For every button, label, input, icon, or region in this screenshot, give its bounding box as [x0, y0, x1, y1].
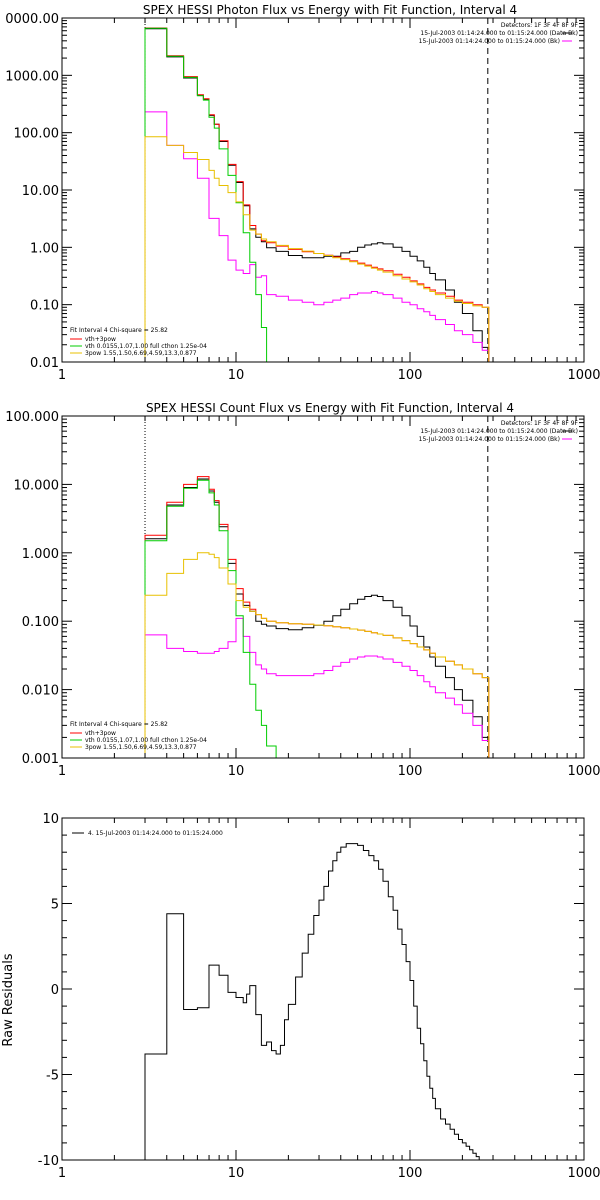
x-tick-label: 1 — [58, 764, 66, 779]
panel2-plot-area — [144, 416, 490, 758]
panel1-legend-bk: 15-Jul-2003 01:14:24.000 to 01:15:24.000… — [419, 38, 560, 45]
plot-frame — [61, 817, 585, 1161]
panel2-legend-bk: 15-Jul-2003 01:14:24.000 to 01:15:24.000… — [419, 436, 560, 443]
y-tick-label: 10 — [42, 812, 59, 827]
panel2-legend-pow: 3pow 1.55,1.50,6.69,4.59,13.3,0.877 — [85, 744, 197, 751]
y-tick-label: -10 — [38, 1154, 59, 1169]
y-tick-label: 0.01 — [30, 356, 59, 371]
panel1-legend-vth: vth 0.0155,1.07,1.00 full cthon 1.25e-04 — [85, 343, 207, 350]
y-tick-label: 0000.00 — [5, 12, 59, 27]
count-flux-panel: SPEX HESSI Count Flux vs Energy with Fit… — [5, 401, 600, 779]
series-line-3pow — [144, 552, 490, 758]
y-tick-label: 10.000 — [14, 478, 60, 493]
series-line-vth — [144, 27, 268, 362]
y-tick-label: 1.00 — [30, 241, 59, 256]
y-tick-label: 100.00 — [14, 127, 60, 142]
x-tick-label: 100 — [398, 368, 423, 383]
panel1-legend-total: vth+3pow — [85, 336, 116, 343]
panel1-legend-data: 15-Jul-2003 01:14:24.000 to 01:15:24.000… — [420, 30, 578, 37]
y-tick-label: 1.000 — [22, 547, 59, 562]
x-tick-label: 10 — [228, 1166, 245, 1181]
x-tick-label: 100 — [398, 1166, 423, 1181]
series-line-data-bk — [144, 478, 490, 758]
photon-flux-panel: SPEX HESSI Photon Flux vs Energy with Fi… — [5, 3, 600, 383]
x-tick-label: 1000 — [567, 764, 600, 779]
y-tick-label: 0 — [51, 983, 59, 998]
plot-frame — [61, 415, 585, 759]
x-tick-label: 1 — [58, 368, 66, 383]
panel1-plot-area — [144, 18, 490, 362]
panel3-plot-area — [144, 843, 489, 1160]
x-tick-label: 1000 — [567, 1166, 600, 1181]
panel2-legend-fit: Fit Interval 4 Chi-square = 25.82 — [70, 721, 168, 728]
panel3-legend-label: 4. 15-Jul-2003 01:14:24.000 to 01:15:24.… — [88, 830, 223, 837]
y-tick-label: 0.10 — [30, 299, 59, 314]
panel2-ticks: 1 10 100 1000 0.001 0.010 0.100 1.000 10.000 100.… — [5, 410, 600, 779]
panel1-legend-top-right: Detectors: 1F 3F 4F 8F 9F 15-Jul-2003 01… — [419, 22, 579, 45]
y-tick-label: 10.00 — [22, 184, 59, 199]
panel2-legend-detectors: Detectors: 1F 3F 4F 8F 9F — [501, 420, 579, 427]
panel1-legend-pow: 3pow 1.55,1.50,6.69,4.59,13.3,0.877 — [85, 350, 197, 357]
panel3-legend: 4. 15-Jul-2003 01:14:24.000 to 01:15:24.… — [72, 830, 223, 837]
panel2-legend-top-right: Detectors: 1F 3F 4F 8F 9F 15-Jul-2003 01… — [419, 420, 579, 443]
y-tick-label: 0.100 — [22, 615, 59, 630]
panel2-legend-bottom-left: Fit Interval 4 Chi-square = 25.82 vth+3p… — [70, 721, 207, 751]
series-line-bk — [144, 617, 490, 758]
series-line-bk — [144, 111, 490, 362]
panel2-legend-vth: vth 0.0155,1.07,1.00 full cthon 1.25e-04 — [85, 737, 207, 744]
panel3-ylabel: Raw Residuals — [1, 953, 16, 1046]
y-tick-label: 1000.00 — [5, 69, 59, 84]
series-line-vth — [144, 479, 278, 758]
series-line-data-bk — [144, 28, 490, 362]
panel1-legend-bottom-left: Fit Interval 4 Chi-square = 25.82 vth+3p… — [70, 327, 207, 357]
panel1-ticks: 1 10 100 1000 0.01 0.10 1.00 10.00 100.00 1000.00… — [5, 12, 600, 383]
y-tick-label: 0.001 — [22, 752, 59, 767]
panel3-ticks: 1 10 100 1000 -10 -5 0 5 10 — [38, 812, 600, 1181]
y-tick-label: 100.000 — [5, 410, 59, 425]
series-line-3pow — [144, 136, 490, 362]
panel2-title: SPEX HESSI Count Flux vs Energy with Fit… — [146, 401, 514, 415]
x-tick-label: 1000 — [567, 368, 600, 383]
x-tick-label: 1 — [58, 1166, 66, 1181]
x-tick-label: 100 — [398, 764, 423, 779]
panel1-title: SPEX HESSI Photon Flux vs Energy with Fi… — [143, 3, 517, 17]
residuals-panel: 1 10 100 1000 -10 -5 0 5 10 Raw Residuals 4. 15-… — [1, 812, 600, 1181]
y-tick-label: -5 — [46, 1069, 59, 1084]
panel2-legend-total: vth+3pow — [85, 730, 116, 737]
plot-frame — [61, 17, 585, 363]
y-tick-label: 0.010 — [22, 684, 59, 699]
series-line-vth-3pow — [144, 476, 490, 758]
series-line-4-15-jul-2003-01-14-24-000-to-01-15-24-000 — [144, 843, 489, 1160]
x-tick-label: 10 — [228, 764, 245, 779]
panel1-legend-fit: Fit Interval 4 Chi-square = 25.82 — [70, 327, 168, 334]
x-tick-label: 10 — [228, 368, 245, 383]
y-tick-label: 5 — [51, 898, 59, 913]
panel2-legend-data: 15-Jul-2003 01:14:24.000 to 01:15:24.000… — [420, 428, 578, 435]
panel1-legend-detectors: Detectors: 1F 3F 4F 8F 9F — [501, 22, 579, 29]
